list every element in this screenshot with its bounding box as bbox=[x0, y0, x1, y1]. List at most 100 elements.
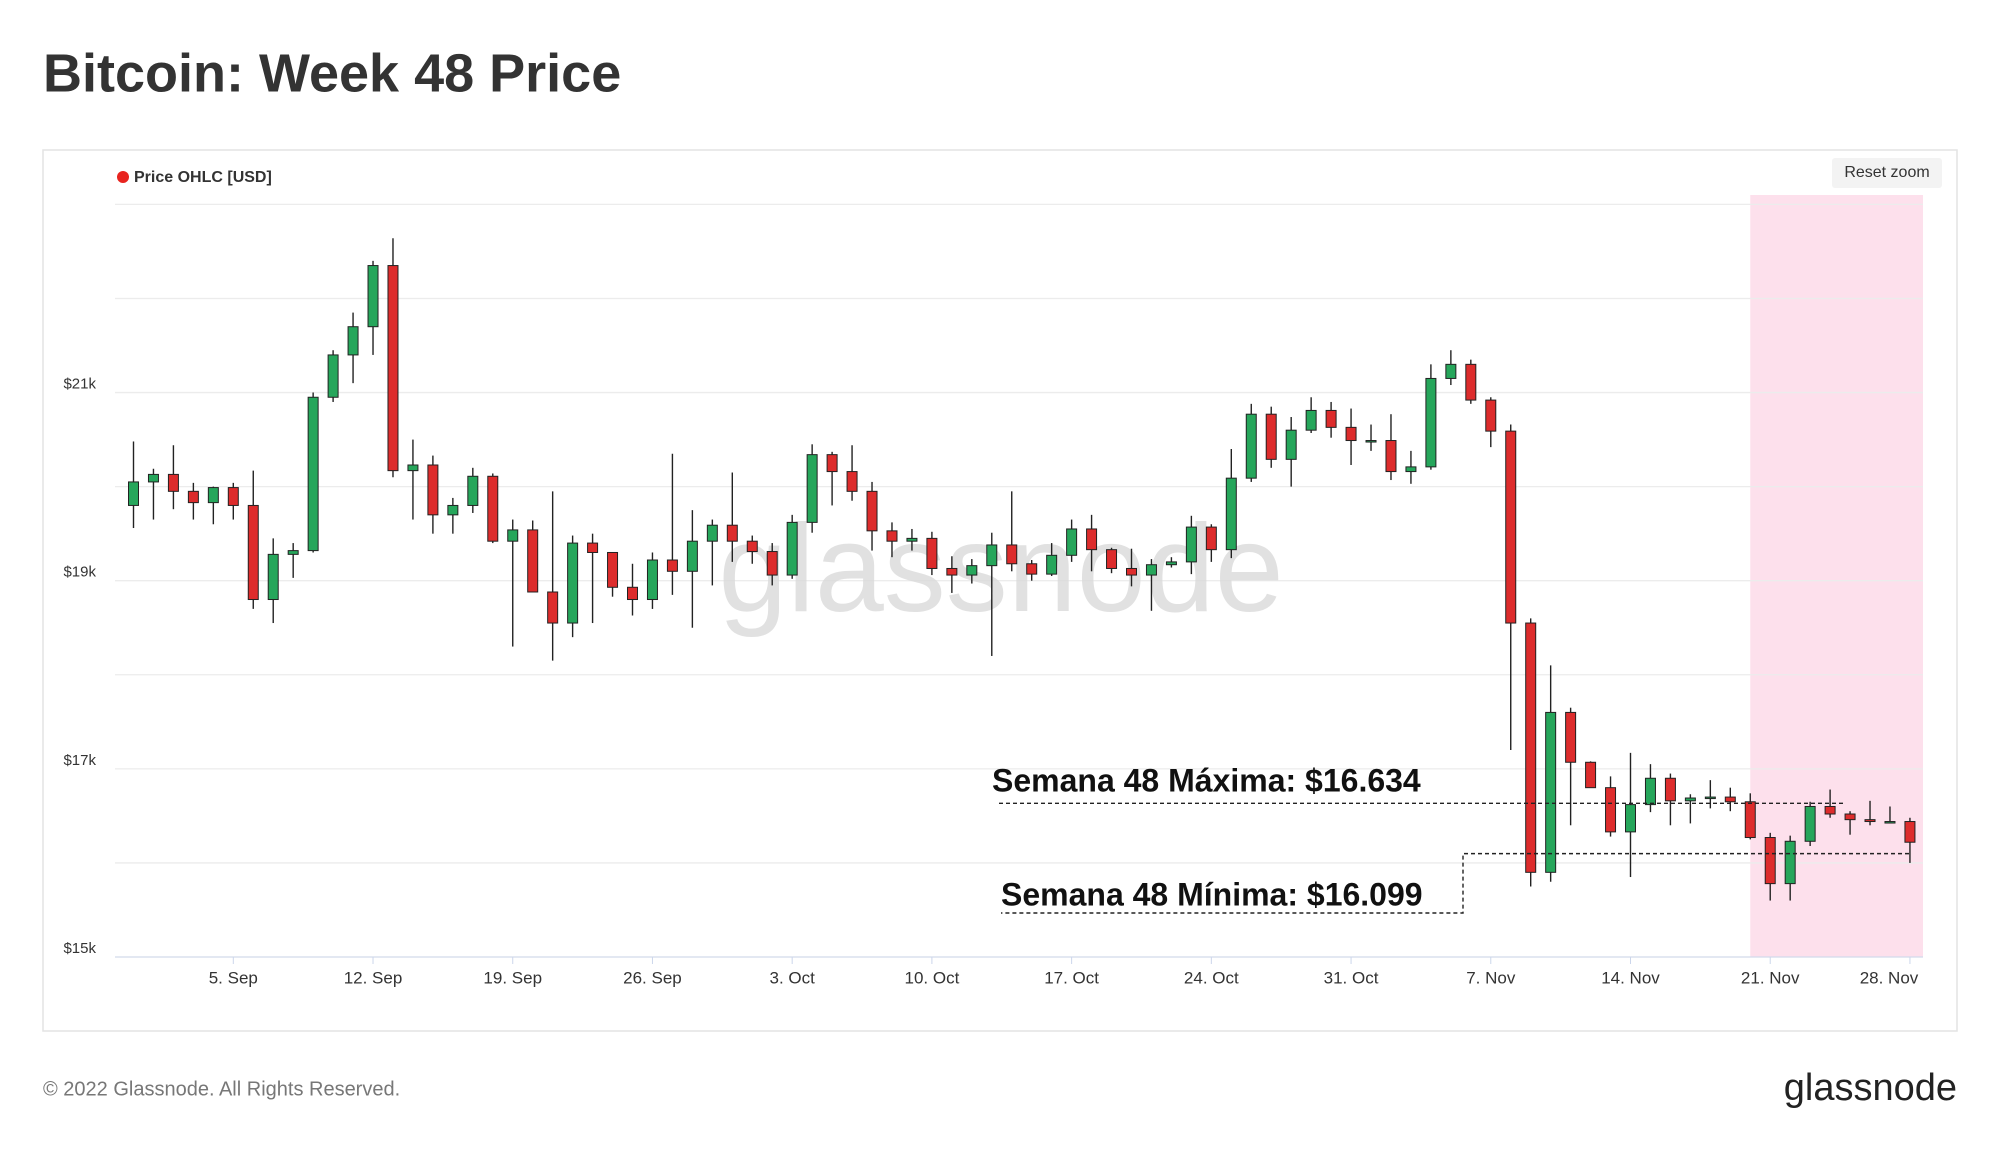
candle-body bbox=[1345, 426, 1357, 442]
candle-body bbox=[1325, 409, 1337, 428]
candle-body bbox=[1525, 622, 1537, 873]
candle-body bbox=[327, 354, 339, 398]
candle-body bbox=[1205, 526, 1217, 551]
candle-body bbox=[1126, 567, 1137, 576]
candle-body bbox=[1305, 409, 1317, 431]
candle-body bbox=[1864, 819, 1876, 823]
candle-body bbox=[307, 396, 319, 552]
x-tick-label: 10. Oct bbox=[904, 968, 959, 987]
candle-body bbox=[1465, 363, 1477, 401]
x-tick-label: 19. Sep bbox=[483, 968, 542, 987]
candle-body bbox=[1704, 796, 1716, 800]
candle-body bbox=[1605, 787, 1617, 833]
candle-body bbox=[527, 529, 539, 593]
title: Bitcoin: Week 48 Price bbox=[43, 43, 621, 103]
candle-body bbox=[1664, 777, 1676, 802]
candle-body bbox=[1565, 711, 1577, 763]
candle-body bbox=[427, 464, 439, 516]
min-level-line bbox=[1001, 852, 1909, 914]
candle-body bbox=[1026, 563, 1038, 575]
candle-body bbox=[1724, 796, 1736, 803]
candle-body bbox=[1485, 399, 1497, 432]
max-annotation: Semana 48 Máxima: $16.634 bbox=[992, 762, 1421, 798]
candle-body bbox=[1106, 549, 1118, 569]
candle-body bbox=[1225, 477, 1237, 551]
candle-body bbox=[167, 473, 179, 492]
candle-body bbox=[926, 537, 938, 569]
candle-body bbox=[567, 542, 579, 624]
candle-body bbox=[646, 559, 658, 601]
candle-body bbox=[966, 565, 978, 576]
candle-body bbox=[587, 542, 599, 553]
x-tick-label: 17. Oct bbox=[1044, 968, 1099, 987]
candle-body bbox=[1505, 430, 1517, 624]
candle-body bbox=[1086, 528, 1098, 551]
candle-body bbox=[946, 567, 958, 576]
candle-body bbox=[1744, 801, 1756, 839]
candle-body bbox=[1824, 805, 1836, 815]
candle-body bbox=[287, 550, 299, 555]
x-tick-label: 7. Nov bbox=[1466, 968, 1516, 987]
candle-body bbox=[1165, 561, 1177, 566]
candle-body bbox=[1784, 840, 1796, 885]
candle-body bbox=[826, 454, 838, 473]
candle-body bbox=[187, 490, 199, 504]
candle-body bbox=[607, 551, 619, 588]
candle-body bbox=[467, 475, 479, 506]
legend-label: Price OHLC [USD] bbox=[134, 169, 272, 186]
candle-body bbox=[786, 521, 798, 576]
chart-frame bbox=[42, 149, 1958, 1032]
candle-body bbox=[147, 473, 159, 483]
candle-body bbox=[387, 265, 399, 472]
candle-body bbox=[1545, 711, 1557, 873]
candle-body bbox=[906, 537, 918, 542]
candle-body bbox=[367, 265, 379, 328]
candle-body bbox=[726, 524, 738, 542]
x-tick-label: 31. Oct bbox=[1324, 968, 1379, 987]
candle-body bbox=[1904, 821, 1916, 843]
candle-body bbox=[1764, 837, 1776, 885]
x-tick-label: 5. Sep bbox=[209, 968, 258, 987]
candle-body bbox=[1644, 777, 1656, 806]
candle-body bbox=[207, 487, 219, 504]
x-tick-label: 12. Sep bbox=[344, 968, 403, 987]
button-bg bbox=[1832, 158, 1942, 188]
candle-body bbox=[347, 326, 359, 356]
candle-body bbox=[1046, 554, 1058, 575]
y-tick-label: $17k bbox=[63, 752, 96, 769]
candle-body bbox=[1185, 526, 1197, 563]
x-tick-label: 24. Oct bbox=[1184, 968, 1239, 987]
candle-body bbox=[886, 530, 898, 542]
candle-body bbox=[247, 504, 259, 601]
candle-body bbox=[986, 544, 998, 567]
logo: glassnode bbox=[1784, 1067, 1957, 1109]
candle-body bbox=[706, 524, 718, 542]
candle-body bbox=[1385, 440, 1397, 473]
candle-body bbox=[686, 540, 698, 572]
candle-body bbox=[627, 586, 638, 601]
candle-body bbox=[267, 553, 279, 601]
y-tick-label: $19k bbox=[63, 564, 96, 581]
candle-body bbox=[1145, 564, 1157, 576]
x-tick-label: 3. Oct bbox=[770, 968, 816, 987]
button-label: Reset zoom bbox=[1844, 164, 1929, 181]
candle-body bbox=[1445, 363, 1457, 379]
y-tick-label: $15k bbox=[63, 940, 96, 957]
reset-zoom-button[interactable]: Reset zoom bbox=[1832, 158, 1942, 188]
candle-body bbox=[487, 475, 499, 542]
candle-body bbox=[806, 454, 818, 523]
watermark: glassnode bbox=[718, 500, 1283, 638]
candle-body bbox=[1285, 429, 1297, 460]
candle-body bbox=[1425, 377, 1437, 468]
candle-body bbox=[507, 529, 519, 542]
x-tick-label: 21. Nov bbox=[1741, 968, 1800, 987]
candle-body bbox=[1625, 804, 1636, 833]
y-tick-label: $21k bbox=[63, 376, 96, 393]
candle-body bbox=[1405, 466, 1417, 473]
candle-body bbox=[1844, 813, 1856, 821]
candle-body bbox=[1804, 805, 1816, 842]
candle-body bbox=[128, 481, 139, 506]
candle-body bbox=[1265, 413, 1277, 460]
